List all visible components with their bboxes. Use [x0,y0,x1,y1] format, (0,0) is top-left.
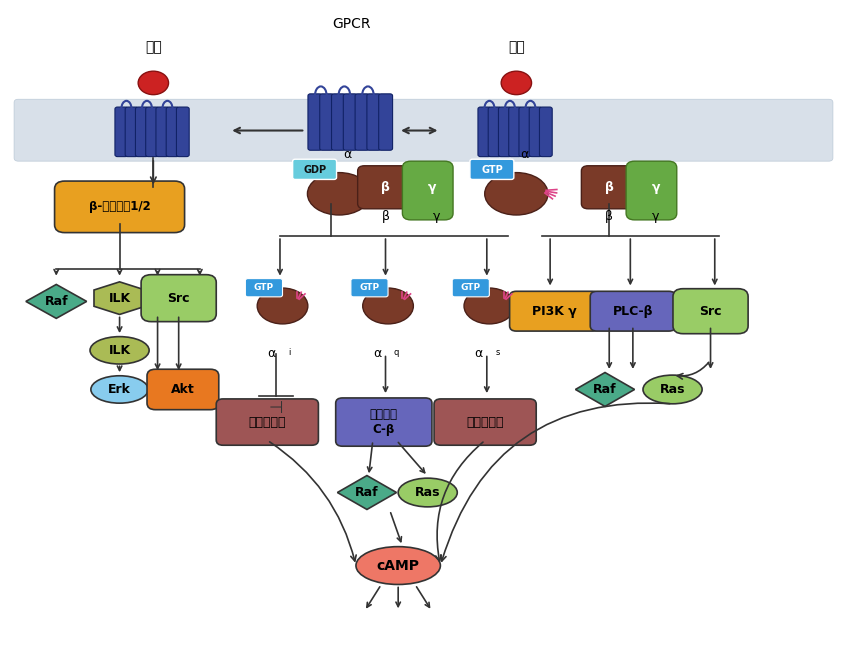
Text: α: α [521,148,529,161]
FancyBboxPatch shape [510,291,599,331]
FancyBboxPatch shape [452,278,490,297]
FancyBboxPatch shape [246,278,283,297]
FancyBboxPatch shape [357,166,413,209]
Text: GTP: GTP [359,283,379,292]
FancyBboxPatch shape [498,107,512,157]
Text: GTP: GTP [481,164,503,175]
Text: i: i [289,348,291,357]
FancyBboxPatch shape [335,398,432,446]
Text: s: s [495,348,500,357]
Ellipse shape [484,173,548,215]
FancyBboxPatch shape [355,94,369,150]
FancyBboxPatch shape [115,107,128,157]
Polygon shape [26,284,86,318]
Text: GPCR: GPCR [333,17,371,31]
Text: GDP: GDP [303,164,326,175]
FancyBboxPatch shape [293,159,336,179]
Text: β-阻遏蛋白1/2: β-阻遏蛋白1/2 [89,200,151,214]
FancyBboxPatch shape [402,161,453,220]
Text: α: α [474,347,483,360]
FancyBboxPatch shape [216,399,318,445]
Polygon shape [94,282,145,314]
FancyBboxPatch shape [125,107,138,157]
Text: β: β [381,210,390,223]
FancyBboxPatch shape [519,107,532,157]
FancyBboxPatch shape [166,107,179,157]
FancyBboxPatch shape [156,107,169,157]
FancyBboxPatch shape [147,369,219,409]
Text: 配体: 配体 [145,40,162,54]
Text: ⊣: ⊣ [268,400,283,417]
Ellipse shape [398,478,457,507]
FancyBboxPatch shape [331,94,346,150]
Text: ILK: ILK [108,291,130,305]
Ellipse shape [307,173,371,215]
Text: Ras: Ras [415,486,440,499]
Text: ILK: ILK [108,344,130,357]
FancyBboxPatch shape [343,94,357,150]
FancyBboxPatch shape [319,94,334,150]
Polygon shape [575,373,634,406]
Text: Raf: Raf [44,295,68,308]
FancyBboxPatch shape [673,289,748,333]
FancyBboxPatch shape [176,107,189,157]
Ellipse shape [257,288,307,324]
Text: 腺苷环化酶: 腺苷环化酶 [248,415,286,428]
FancyBboxPatch shape [540,107,552,157]
FancyBboxPatch shape [136,107,148,157]
FancyBboxPatch shape [488,107,501,157]
FancyBboxPatch shape [146,107,158,157]
FancyBboxPatch shape [590,291,676,331]
Text: 磷酸脂酶
C-β: 磷酸脂酶 C-β [370,408,398,436]
Text: 腺苷环化酶: 腺苷环化酶 [467,415,504,428]
Text: cAMP: cAMP [377,559,419,572]
Circle shape [138,71,169,95]
FancyBboxPatch shape [367,94,381,150]
Text: β: β [605,181,614,194]
Text: β: β [606,210,613,223]
Ellipse shape [464,288,515,324]
Text: Akt: Akt [171,383,195,396]
Text: q: q [394,348,399,357]
Text: Raf: Raf [593,383,617,396]
Text: PLC-β: PLC-β [612,305,653,318]
FancyBboxPatch shape [470,159,514,179]
Text: Src: Src [700,305,722,318]
Text: α: α [268,347,276,360]
Text: Src: Src [168,291,190,305]
Circle shape [501,71,532,95]
Polygon shape [337,476,396,510]
Text: α: α [343,148,352,161]
Text: γ: γ [651,181,660,194]
FancyBboxPatch shape [351,278,388,297]
FancyBboxPatch shape [14,99,833,161]
Text: γ: γ [433,210,440,223]
FancyBboxPatch shape [581,166,637,209]
Text: α: α [373,347,381,360]
Ellipse shape [363,288,413,324]
Text: PI3K γ: PI3K γ [532,305,577,318]
FancyBboxPatch shape [54,181,185,233]
Text: GTP: GTP [254,283,274,292]
Ellipse shape [356,547,440,584]
Text: GTP: GTP [461,283,481,292]
Text: β: β [381,181,390,194]
Ellipse shape [643,375,702,404]
Text: Ras: Ras [660,383,685,396]
FancyBboxPatch shape [141,274,216,322]
FancyBboxPatch shape [509,107,522,157]
Text: γ: γ [428,181,436,194]
FancyBboxPatch shape [529,107,542,157]
Text: γ: γ [652,210,660,223]
FancyBboxPatch shape [308,94,322,150]
FancyBboxPatch shape [626,161,677,220]
FancyBboxPatch shape [434,399,536,445]
Text: Erk: Erk [108,383,131,396]
Text: 配体: 配体 [508,40,525,54]
Text: Raf: Raf [355,486,379,499]
FancyBboxPatch shape [379,94,393,150]
FancyBboxPatch shape [478,107,490,157]
Ellipse shape [90,337,149,364]
Ellipse shape [91,376,148,403]
